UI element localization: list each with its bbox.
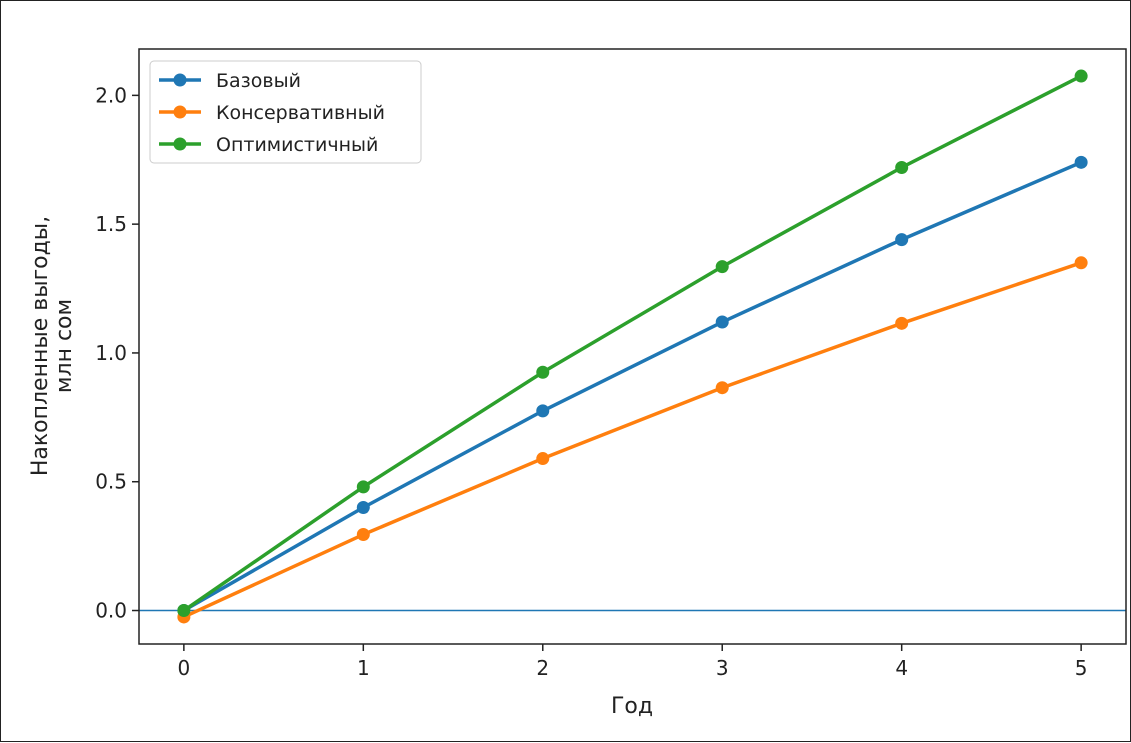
x-tick-label: 1 [357, 656, 370, 680]
data-point [177, 604, 191, 618]
y-tick-label: 1.5 [95, 212, 127, 236]
series-2 [177, 256, 1088, 624]
x-tick-label: 2 [536, 656, 549, 680]
data-point [356, 528, 370, 542]
legend-label: Консервативный [216, 102, 385, 124]
y-tick-label: 0.0 [95, 599, 127, 623]
series-line [182, 261, 1083, 619]
x-tick-label: 0 [177, 656, 190, 680]
legend-label: Базовый [216, 70, 301, 92]
data-point [895, 316, 909, 330]
legend-item: Базовый [159, 70, 301, 92]
x-axis-label: Год [611, 694, 653, 719]
y-axis-ticks: 0.0 0.5 1.0 1.5 2.0 [95, 83, 139, 623]
y-axis-label-line-1: Накопленные выгоды, [28, 216, 53, 476]
data-point [715, 381, 729, 395]
series-1 [177, 155, 1088, 618]
data-point [356, 500, 370, 514]
data-point [536, 365, 550, 379]
x-tick-label: 5 [1075, 656, 1088, 680]
data-point [715, 315, 729, 329]
legend-swatch-marker [173, 105, 187, 119]
series-layer [177, 69, 1088, 624]
y-axis-label-line-2: млн сом [52, 299, 77, 393]
legend-box [149, 60, 422, 164]
plot-area-frame [138, 48, 1127, 645]
data-point [1074, 69, 1088, 83]
legend-item: Консервативный [159, 102, 385, 124]
data-point [536, 404, 550, 418]
legend-swatch-marker [173, 73, 187, 87]
legend-label: Оптимистичный [216, 134, 378, 156]
data-point [1074, 155, 1088, 169]
y-axis-label: Накопленные выгоды, млн сом [28, 216, 77, 476]
data-point [536, 452, 550, 466]
data-point [895, 233, 909, 247]
legend: Базовый Консервативный Оптимистичный [149, 60, 422, 164]
x-tick-label: 3 [716, 656, 729, 680]
data-point [715, 260, 729, 274]
y-tick-label: 2.0 [95, 83, 127, 107]
series-3 [177, 69, 1088, 618]
y-tick-label: 1.0 [95, 341, 127, 365]
x-axis-ticks: 0 1 2 3 4 5 [177, 644, 1088, 680]
legend-item: Оптимистичный [159, 134, 378, 156]
legend-swatch-marker [173, 137, 187, 151]
y-tick-label: 0.5 [95, 470, 127, 494]
data-point [895, 160, 909, 174]
data-point [356, 480, 370, 494]
series-line [182, 74, 1083, 613]
series-line [182, 160, 1083, 613]
x-tick-label: 4 [895, 656, 908, 680]
data-point [1074, 256, 1088, 270]
